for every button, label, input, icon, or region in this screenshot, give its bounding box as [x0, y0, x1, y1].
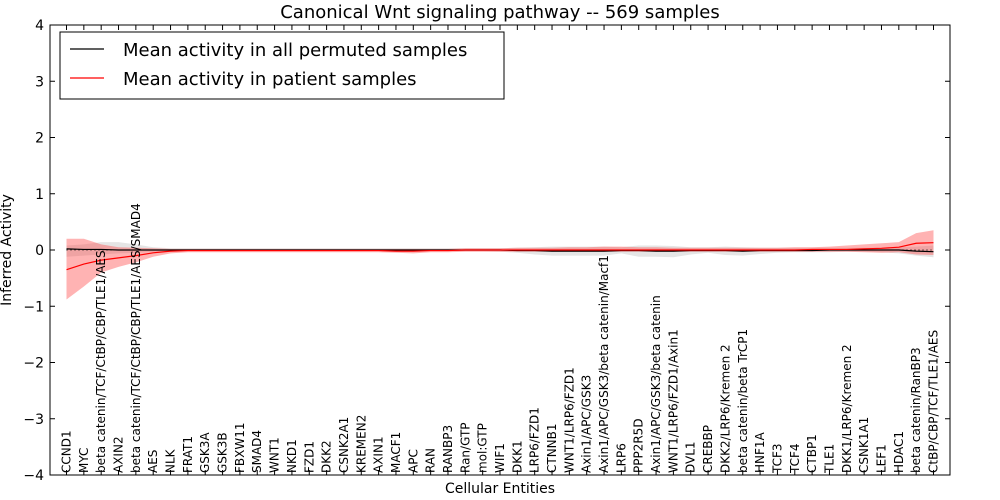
band-series-1 — [66, 230, 934, 300]
x-category-label: CtBP/CBP/TCF/TLE1/AES — [927, 330, 941, 473]
x-category-label: CCND1 — [60, 430, 74, 473]
y-tick-label: 4 — [35, 18, 44, 34]
x-category-label: DKK1/LRP6/Kremen 2 — [840, 344, 854, 473]
x-category-label: AES — [146, 450, 160, 473]
y-axis-title: Inferred Activity — [0, 194, 15, 306]
x-category-label: DKK2 — [320, 440, 334, 473]
x-category-label: mol:GTP — [476, 423, 490, 473]
y-tick-label: 2 — [35, 131, 44, 147]
x-category-label: WIF1 — [493, 443, 507, 473]
x-category-label: NKD1 — [285, 439, 299, 473]
x-category-label: GSK3A — [198, 432, 212, 473]
x-axis-title: Cellular Entities — [445, 481, 555, 497]
x-category-label: DKK1 — [510, 440, 524, 473]
y-tick-label: 3 — [35, 74, 44, 90]
x-category-label: NLK — [164, 448, 178, 473]
y-tick-label: 0 — [35, 243, 44, 259]
x-category-label: WNT1/LRP6/FZD1/Axin1 — [666, 329, 680, 473]
x-category-label: FRAT1 — [181, 436, 195, 473]
legend-label-permuted: Mean activity in all permuted samples — [123, 40, 467, 61]
x-category-label: Ran/GTP — [458, 422, 472, 473]
y-axis: −4 −3 −2 −1 0 1 2 3 4 — [23, 18, 950, 484]
x-category-label: beta catenin/RanBP3 — [909, 347, 923, 473]
x-category-label: Axin1/APC/GSK3 — [580, 375, 594, 473]
chart-title: Canonical Wnt signaling pathway -- 569 s… — [280, 2, 720, 23]
x-category-label: LRP6 — [614, 443, 628, 473]
x-category-label: FBXW11 — [233, 423, 247, 474]
x-category-label: FZD1 — [302, 441, 316, 473]
x-category-label: RANBP3 — [441, 425, 455, 473]
y-tick-label: 1 — [35, 187, 44, 203]
legend-label-patient: Mean activity in patient samples — [123, 69, 417, 90]
x-category-label: CREBBP — [701, 425, 715, 473]
x-category-label: HDAC1 — [892, 431, 906, 473]
x-category-label: MACF1 — [389, 432, 403, 473]
series-lines — [66, 242, 934, 271]
x-category-label: CSNK1A1 — [857, 417, 871, 473]
x-category-label: CTNNB1 — [545, 423, 559, 473]
line-series-1 — [66, 242, 934, 271]
x-category-label: TLE1 — [822, 444, 836, 474]
x-category-label: MYC — [77, 448, 91, 473]
y-tick-label: −3 — [23, 412, 44, 428]
x-category-label: CTBP1 — [805, 434, 819, 473]
x-category-label: DVL1 — [684, 441, 698, 473]
x-category-label: Axin1/APC/GSK3/beta catenin/Macf1 — [597, 255, 611, 473]
x-category-label: CSNK2A1 — [337, 417, 351, 473]
x-category-label: beta catenin/beta TrCP1 — [736, 329, 750, 473]
x-category-label: TCF3 — [770, 443, 784, 474]
legend-box — [59, 31, 505, 100]
x-category-label: HNF1A — [753, 431, 767, 473]
x-category-label: SMAD4 — [250, 430, 264, 473]
y-tick-label: −4 — [23, 468, 44, 484]
x-category-label: Axin1/APC/GSK3/beta catenin — [649, 295, 663, 473]
legend: Mean activity in all permuted samples Me… — [59, 31, 505, 100]
x-axis: CCND1 MYC beta catenin/TCF/CtBP/CBP/TLE1/A… — [60, 25, 941, 475]
y-tick-label: −1 — [23, 299, 44, 315]
y-tick-label: −2 — [23, 356, 44, 372]
x-category-label: AXIN2 — [112, 436, 126, 473]
confidence-bands — [66, 230, 934, 300]
x-category-label: beta catenin/TCF/CtBP/CBP/TLE1/AES/SMAD4 — [129, 203, 143, 473]
x-category-label: APC — [406, 449, 420, 473]
x-category-label: AXIN1 — [372, 436, 386, 473]
x-category-label: LRP6/FZD1 — [528, 407, 542, 473]
x-category-label: PPP2R5D — [632, 418, 646, 473]
x-category-label: LEF1 — [874, 444, 888, 473]
x-category-label: GSK3B — [216, 432, 230, 473]
x-category-label: beta catenin/TCF/CtBP/CBP/TLE1/AES — [94, 250, 108, 473]
x-category-label: RAN — [424, 448, 438, 473]
x-category-label: KREMEN2 — [354, 415, 368, 473]
x-category-label: TCF4 — [788, 443, 802, 474]
x-category-label: DKK2/LRP6/Kremen 2 — [718, 344, 732, 473]
x-category-label: WNT1 — [268, 437, 282, 473]
x-category-label: WNT1/LRP6/FZD1 — [562, 367, 576, 473]
